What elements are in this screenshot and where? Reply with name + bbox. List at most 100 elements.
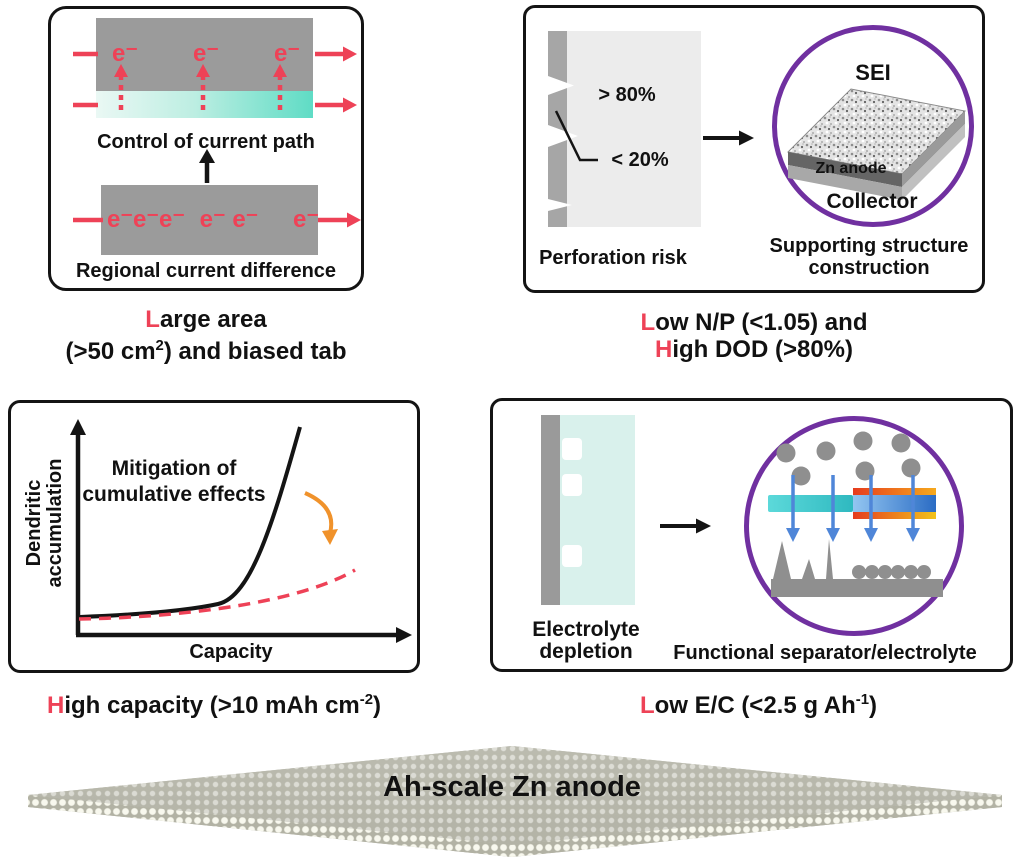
current-out-arrowhead-mid	[343, 97, 357, 113]
zn-anode-slab	[22, 744, 1007, 857]
perforation-risk-label: Perforation risk	[539, 247, 687, 269]
x-axis-label: Capacity	[189, 641, 273, 663]
panel4-graphics	[660, 431, 943, 597]
y-axis-arrowhead	[70, 419, 86, 435]
caption-low-ec: Low E/C (<2.5 g Ah-1)	[497, 687, 1020, 719]
caption-accent-letter: L	[145, 306, 160, 333]
caption-text: ow E/C (<2.5 g Ah	[654, 692, 856, 719]
pointer-line	[554, 110, 598, 162]
current-out-arrowhead-top	[343, 46, 357, 62]
separator-coating-bottom	[853, 512, 936, 519]
ion-dot	[901, 458, 921, 478]
mitigation-arrowhead	[322, 529, 338, 545]
smooth-deposit-dot	[865, 565, 879, 579]
collector-layer	[788, 165, 902, 200]
zn-anode-label: Zn anode	[815, 160, 887, 177]
caption-accent-letter: L	[640, 309, 656, 336]
dashed-up-arrowhead-1	[114, 64, 128, 77]
curve-unmitigated	[79, 426, 302, 619]
smooth-deposit-dot	[917, 565, 931, 579]
flux-arrowhead-4	[906, 528, 920, 542]
caption-text: arge area	[159, 306, 267, 333]
ion-dot	[776, 443, 796, 463]
electron-label: e⁻	[111, 40, 138, 67]
y-axis-label: Dendritic accumulation	[23, 423, 66, 623]
slab-right-face-upper	[902, 111, 965, 187]
panel-large-area: e⁻ e⁻ e⁻ e⁻e⁻e⁻ e⁻ e⁻ e⁻ Control of curr…	[48, 6, 364, 291]
y-axis-label-line2: accumulation	[44, 458, 66, 588]
caption-accent-letter: H	[46, 692, 65, 719]
ion-dot	[891, 433, 911, 453]
caption-text: (>50 cm	[65, 338, 156, 365]
pct-low-label: < 20%	[611, 149, 669, 171]
collector-label: Collector	[826, 190, 918, 213]
smooth-deposit-dot	[878, 565, 892, 579]
supporting-structure-line2: construction	[808, 257, 930, 279]
electron-cluster-label: e⁻e⁻e⁻	[106, 206, 186, 233]
depleted-zone-1	[562, 438, 582, 460]
flux-arrowhead-2	[826, 528, 840, 542]
electrolyte-depletion-line2: depletion	[539, 640, 633, 663]
separator-bar-left	[768, 495, 853, 512]
regional-current-difference-label: Regional current difference	[75, 260, 337, 282]
depleted-zone-3	[562, 545, 582, 567]
mitigation-annotation-line2: cumulative effects	[82, 483, 266, 506]
caption-large-area: Large area (>50 cm2) and biased tab	[48, 306, 364, 365]
pct-high-label: > 80%	[598, 84, 656, 106]
panel-high-capacity-chart: Mitigation of cumulative effects Dendrit…	[8, 400, 420, 673]
caption-text: )	[869, 692, 878, 719]
supporting-structure-label: Supporting structure construction	[729, 235, 1009, 279]
caption-low-np: Low N/P (<1.05) and High DOD (>80%)	[523, 309, 985, 363]
separator-coating-top	[853, 488, 936, 495]
zn-electrode-bar	[541, 415, 560, 605]
caption-text: igh DOD (>80%)	[672, 336, 854, 363]
electrolyte-depletion-label: Electrolyte depletion	[506, 619, 666, 663]
electrolyte-depletion-line1: Electrolyte	[532, 618, 640, 641]
depleted-zone-2	[562, 474, 582, 496]
mitigation-arrow-curve	[304, 491, 334, 534]
electron-pair-label: e⁻ e⁻	[199, 206, 259, 233]
up-arrowhead	[199, 149, 215, 163]
current-out-arrowhead-bottom	[347, 212, 361, 228]
ah-scale-label: Ah-scale Zn anode	[383, 771, 641, 803]
caption-text: ow N/P (<1.05) and	[655, 309, 868, 336]
panel1-arrows	[73, 46, 361, 228]
caption-accent-letter: L	[639, 692, 655, 719]
purple-circle-separator	[744, 416, 964, 636]
caption-text: ) and biased tab	[163, 338, 347, 365]
smooth-deposit-dot	[904, 565, 918, 579]
electron-single-label: e⁻	[292, 206, 319, 233]
electron-label: e⁻	[273, 40, 300, 67]
ion-dot	[791, 466, 811, 486]
purple-circle-sei	[772, 25, 974, 227]
smooth-deposit-dot	[852, 565, 866, 579]
mitigation-annotation: Mitigation of cumulative effects	[54, 456, 294, 508]
supporting-structure-line1: Supporting structure	[769, 235, 969, 257]
y-axis-label-line1: Dendritic	[23, 479, 45, 567]
zn-surface-with-dendrites	[771, 539, 943, 597]
electron-label: e⁻	[192, 40, 219, 67]
panel-low-np-high-dod: > 80% < 20% Perforation risk SEI Zn anod…	[523, 5, 985, 293]
curve-mitigated	[78, 568, 356, 621]
mitigation-annotation-line1: Mitigation of	[111, 457, 237, 480]
dashed-up-arrowhead-2	[196, 64, 210, 77]
dendrite-chart	[70, 419, 412, 643]
panel-low-ec: Electrolyte depletion Functional separat…	[490, 398, 1013, 672]
panel2-graphics	[554, 88, 967, 200]
control-current-path-label: Control of current path	[97, 131, 315, 153]
slab-right-face-lower	[902, 124, 965, 200]
smooth-deposit-dot	[891, 565, 905, 579]
flux-arrowhead-3	[864, 528, 878, 542]
functional-separator-label: Functional separator/electrolyte	[673, 642, 977, 664]
transition-arrowhead	[696, 518, 711, 534]
caption-accent-letter: H	[654, 336, 673, 363]
ion-dot	[853, 431, 873, 451]
zn-anode-layer	[788, 152, 902, 187]
caption-superscript: 2	[155, 338, 164, 354]
electrolyte-region	[548, 31, 701, 227]
electrode-bottom-block	[101, 185, 318, 255]
caption-superscript: -1	[855, 692, 870, 708]
x-axis-arrowhead	[396, 627, 412, 643]
caption-high-capacity: High capacity (>10 mAh cm-2)	[8, 687, 420, 719]
